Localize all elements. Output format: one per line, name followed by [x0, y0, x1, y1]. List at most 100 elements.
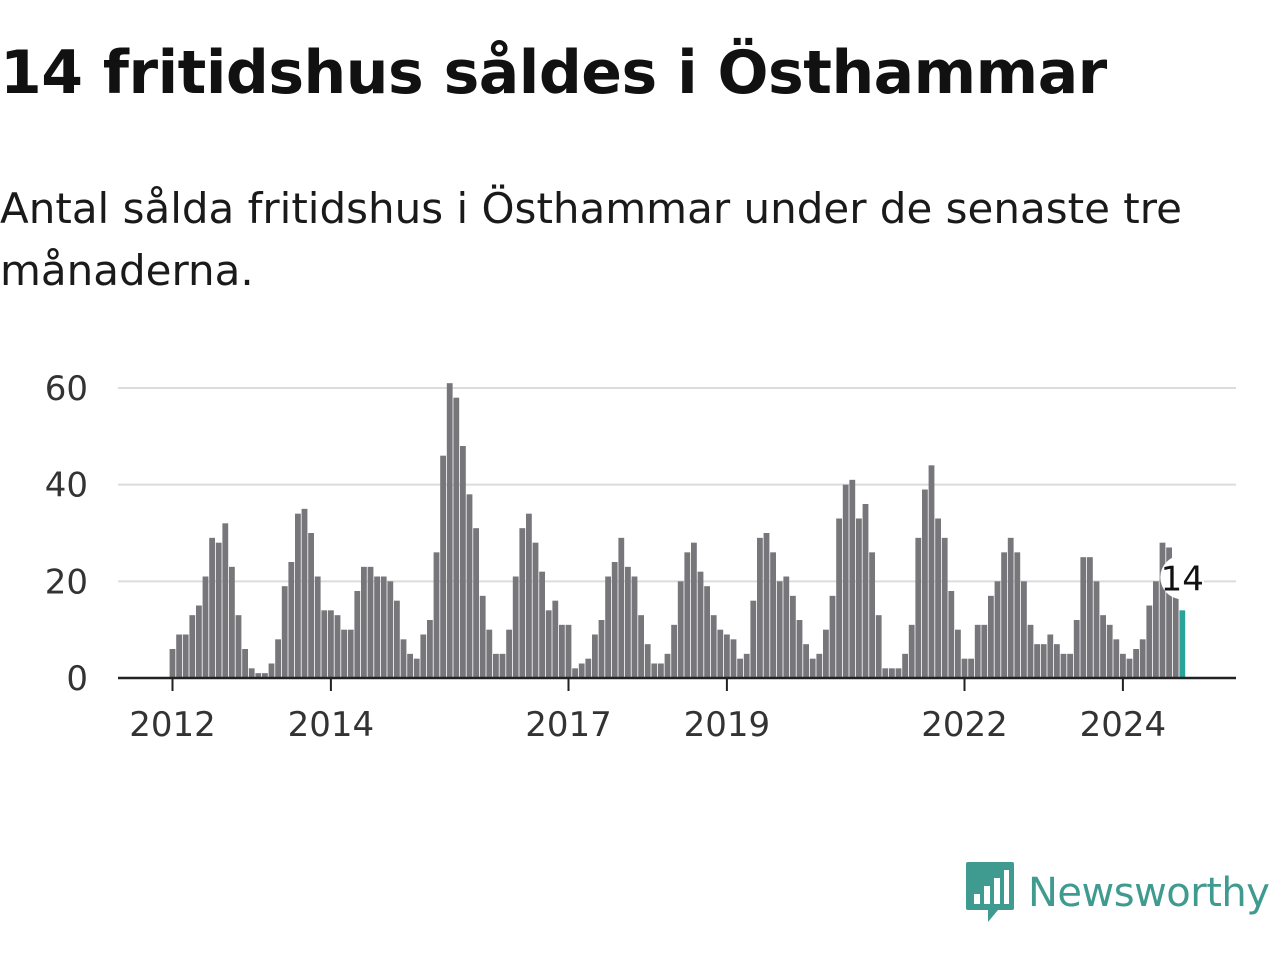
bar: [651, 663, 658, 678]
bar: [169, 649, 176, 678]
bar: [862, 504, 869, 678]
bar: [354, 591, 361, 678]
bar: [994, 581, 1001, 678]
bar: [196, 605, 202, 678]
bar: [1153, 581, 1159, 678]
bar: [1093, 581, 1100, 678]
callout-bg: [1160, 555, 1205, 600]
bar: [446, 383, 453, 678]
chart-subtitle: Antal sålda fritidshus i Östhammar under…: [0, 184, 1182, 295]
bar: [1120, 653, 1126, 678]
bar: [803, 644, 809, 678]
bar: [407, 653, 413, 678]
bar: [961, 658, 968, 678]
bar: [750, 600, 757, 678]
bar: [935, 518, 941, 678]
x-tick-label: 2012: [129, 705, 216, 745]
bar: [222, 523, 229, 678]
bar: [565, 624, 572, 678]
bar: [631, 576, 638, 678]
bar: [433, 552, 440, 678]
bar: [875, 615, 882, 678]
bar: [1007, 537, 1014, 678]
bar: [526, 513, 532, 678]
bar: [974, 624, 981, 678]
x-tick-label: 2024: [1080, 705, 1167, 745]
bar: [823, 629, 829, 678]
bar: [281, 586, 288, 678]
bar: [902, 653, 908, 678]
bar: [1060, 653, 1067, 678]
bar: [941, 537, 948, 678]
bar: [1014, 552, 1021, 678]
bar: [1040, 644, 1047, 678]
bar: [506, 629, 512, 678]
bar: [367, 566, 374, 678]
bar: [908, 624, 915, 678]
value-callout: 14: [1160, 555, 1205, 600]
bar: [552, 600, 559, 678]
bar: [816, 653, 823, 678]
bar: [493, 653, 499, 678]
bar: [783, 576, 790, 678]
bar: [262, 673, 268, 678]
bar: [889, 668, 895, 678]
bar: [1126, 658, 1133, 678]
bar: [532, 542, 539, 678]
bar: [394, 600, 400, 678]
bar: [400, 639, 407, 678]
bar: [592, 634, 598, 678]
bar: [981, 624, 988, 678]
x-tick-label: 2014: [288, 705, 375, 745]
y-tick-label: 20: [45, 562, 88, 602]
bar: [202, 576, 209, 678]
bar: [1073, 620, 1080, 678]
bar: [684, 552, 691, 678]
bar: [1159, 542, 1166, 678]
bar: [1067, 653, 1073, 678]
bar: [671, 624, 677, 678]
bar: [757, 537, 763, 678]
bar: [1146, 605, 1153, 678]
bar: [308, 533, 314, 678]
bar: [664, 653, 671, 678]
bar: [585, 658, 592, 678]
bar: [1001, 552, 1007, 678]
bar: [1139, 639, 1146, 678]
bar: [618, 537, 625, 678]
bar: [968, 658, 974, 678]
bar: [420, 634, 427, 678]
y-tick-label: 60: [45, 369, 88, 409]
callout-label: 14: [1161, 559, 1204, 599]
bar: [928, 465, 935, 678]
bar: [598, 620, 605, 678]
bar: [842, 484, 849, 678]
bar: [1113, 639, 1120, 678]
bar: [770, 552, 776, 678]
bar: [1021, 581, 1027, 678]
bar: [1027, 624, 1034, 678]
bar: [796, 620, 803, 678]
bar: [836, 518, 842, 678]
bar: [512, 576, 519, 678]
bar: [763, 533, 770, 678]
bar: [215, 542, 222, 678]
bar: [559, 624, 565, 678]
bars: [169, 383, 1186, 678]
bar: [288, 562, 295, 678]
bar: [539, 571, 545, 678]
x-tick-label: 2017: [525, 705, 612, 745]
bar: [737, 658, 743, 678]
newsworthy-brand[interactable]: Newsworthy: [964, 860, 1270, 926]
bar: [1172, 581, 1179, 678]
bar: [856, 518, 862, 678]
bar-latest: [1179, 610, 1186, 678]
bar: [295, 513, 301, 678]
bar: [209, 537, 215, 678]
bar: [691, 542, 697, 678]
bar: [380, 576, 387, 678]
bar: [849, 479, 856, 678]
bar: [895, 668, 902, 678]
bar: [922, 489, 928, 678]
bar: [545, 610, 552, 678]
